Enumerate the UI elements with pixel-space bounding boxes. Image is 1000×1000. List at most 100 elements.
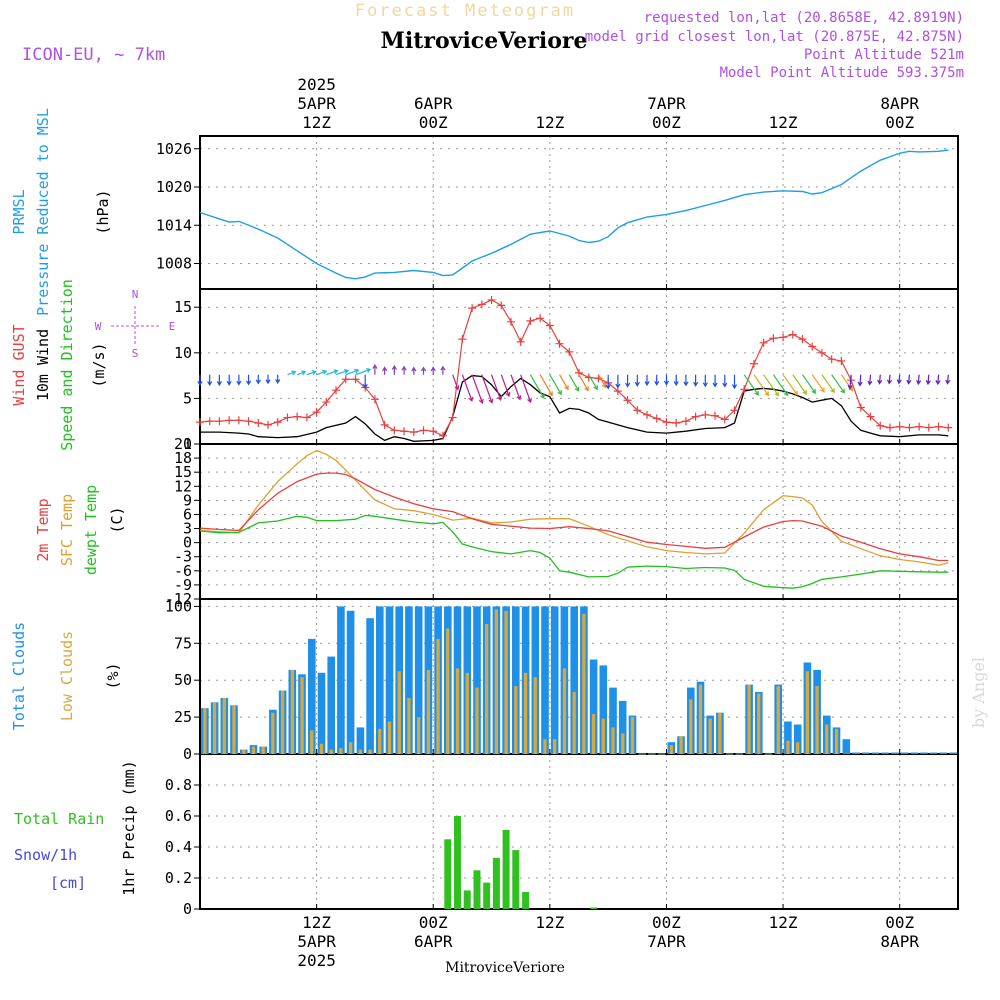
- wind-direction-arrow: [886, 374, 893, 385]
- low-cloud-bar: [368, 749, 372, 754]
- y-tick-label: 3: [183, 520, 192, 538]
- wind-direction-arrow: [245, 374, 252, 386]
- wind-direction-arrow: [624, 374, 631, 388]
- y-tick-label: 1014: [156, 216, 192, 234]
- wind-gust-marker: [351, 375, 360, 384]
- wind-direction-arrow: [265, 374, 271, 385]
- bottom-location-label: MitroviceVeriore: [445, 960, 565, 976]
- wind-gust-marker: [273, 418, 282, 427]
- wind-gust-marker: [244, 417, 253, 426]
- y-tick-label: -6: [174, 562, 192, 580]
- wind-direction-arrow: [471, 374, 484, 405]
- rain-bar: [512, 850, 520, 909]
- cloud-unit: (%): [104, 662, 122, 689]
- wind-direction-arrow: [510, 374, 522, 401]
- wind-gust-marker: [681, 417, 690, 426]
- total-cloud-bar: [861, 752, 870, 754]
- wind-gust-marker: [769, 334, 778, 343]
- wind-direction-arrow: [420, 366, 427, 375]
- panel-frame: [199, 135, 959, 290]
- low-cloud-bar: [417, 717, 421, 754]
- wind-direction-arrow: [255, 374, 261, 385]
- low-cloud-bar: [679, 736, 683, 754]
- y-tick-label: 6: [183, 505, 192, 523]
- wind-direction-arrow: [326, 369, 339, 376]
- wind-gust-line: [199, 299, 949, 437]
- low-cloud-bar: [397, 671, 401, 754]
- total-cloud-bar: [346, 610, 355, 754]
- wind-direction-arrow: [896, 374, 902, 385]
- rain-bar: [454, 816, 461, 909]
- low-cloud-bar: [310, 730, 314, 754]
- wind-gust-marker: [487, 295, 496, 304]
- wind-direction-arrow: [654, 374, 660, 386]
- low-cloud-bar: [572, 692, 576, 754]
- compass-north: N: [132, 288, 139, 301]
- wind-direction-arrow: [452, 374, 460, 391]
- total-cloud-bar: [852, 752, 860, 754]
- top-time-tick-label: 12Z: [769, 113, 798, 132]
- wind-direction-arrow: [693, 374, 699, 387]
- y-tick-label: 12: [174, 477, 192, 495]
- wind-direction-arrow: [935, 374, 941, 386]
- wind-10m-line: [200, 374, 949, 442]
- wind-gust-marker: [905, 423, 914, 432]
- wind-gust-marker: [924, 423, 933, 432]
- total-cloud-bar: [512, 606, 520, 754]
- rain-bar: [463, 890, 471, 909]
- low-cloud-bar: [747, 684, 751, 754]
- total-cloud-bar: [570, 606, 578, 754]
- wind-gust-marker: [409, 428, 418, 437]
- wind-gust-marker: [516, 337, 525, 346]
- wind-direction-arrow: [702, 374, 708, 388]
- wind-direction-arrow: [316, 369, 328, 376]
- wind-direction-arrow: [275, 374, 281, 385]
- total-cloud-bar: [929, 752, 938, 754]
- top-time-tick-label: 12Z: [535, 113, 564, 132]
- top-time-tick-label: 00Z: [652, 113, 681, 132]
- wind-direction-arrow: [847, 374, 853, 390]
- bottom-time-tick-label: 2025: [297, 951, 336, 970]
- wind-direction-arrow: [831, 374, 845, 394]
- precip-label-snow-unit: [cm]: [50, 874, 86, 892]
- low-cloud-bar: [611, 727, 615, 754]
- top-time-tick-label: 00Z: [419, 113, 448, 132]
- point-altitude: Point Altitude 521m: [804, 47, 964, 63]
- wind-gust-marker: [468, 304, 477, 313]
- wind-gust-marker: [506, 317, 515, 326]
- wind-direction-arrow: [605, 374, 611, 390]
- y-tick-label: 0: [183, 745, 192, 763]
- wind-direction-arrow: [236, 374, 242, 386]
- wind-direction-arrow: [306, 370, 317, 376]
- wind-direction-arrow: [811, 374, 825, 393]
- wind-gust-marker: [370, 395, 379, 404]
- wind-direction-arrow: [411, 366, 417, 375]
- bottom-time-tick-label: 00Z: [885, 913, 914, 932]
- total-cloud-bar: [949, 752, 957, 754]
- y-tick-label: -9: [174, 576, 192, 594]
- y-tick-label: 0: [183, 534, 192, 552]
- low-cloud-bar: [465, 672, 469, 754]
- wind-direction-arrow: [644, 374, 650, 387]
- pressure-line: [199, 149, 949, 280]
- wind-unit: (m/s): [90, 342, 108, 387]
- low-cloud-bar: [562, 668, 567, 754]
- wind-direction-arrow: [634, 374, 640, 387]
- wind-direction-arrow: [925, 374, 931, 386]
- wind-direction-arrow: [207, 374, 213, 387]
- y-tick-label: 0: [183, 900, 192, 918]
- low-cloud-bar: [251, 746, 256, 754]
- wind-direction-arrow: [481, 374, 494, 404]
- pressure-label-prmsl: PRMSL: [10, 189, 28, 234]
- total-cloud-bar: [376, 606, 384, 754]
- temp-unit: (C): [108, 506, 126, 533]
- y-tick-label: 0.2: [165, 869, 192, 887]
- low-cloud-bar: [708, 718, 712, 754]
- wind-gust-marker: [720, 415, 729, 424]
- total-cloud-bar: [327, 656, 335, 754]
- low-cloud-bar: [485, 624, 489, 754]
- wind-gust-marker: [759, 338, 768, 347]
- wind-gust-marker: [808, 342, 817, 351]
- low-cloud-bar: [319, 743, 324, 754]
- requested-coords: requested lon,lat (20.8658E, 42.8919N): [644, 10, 964, 26]
